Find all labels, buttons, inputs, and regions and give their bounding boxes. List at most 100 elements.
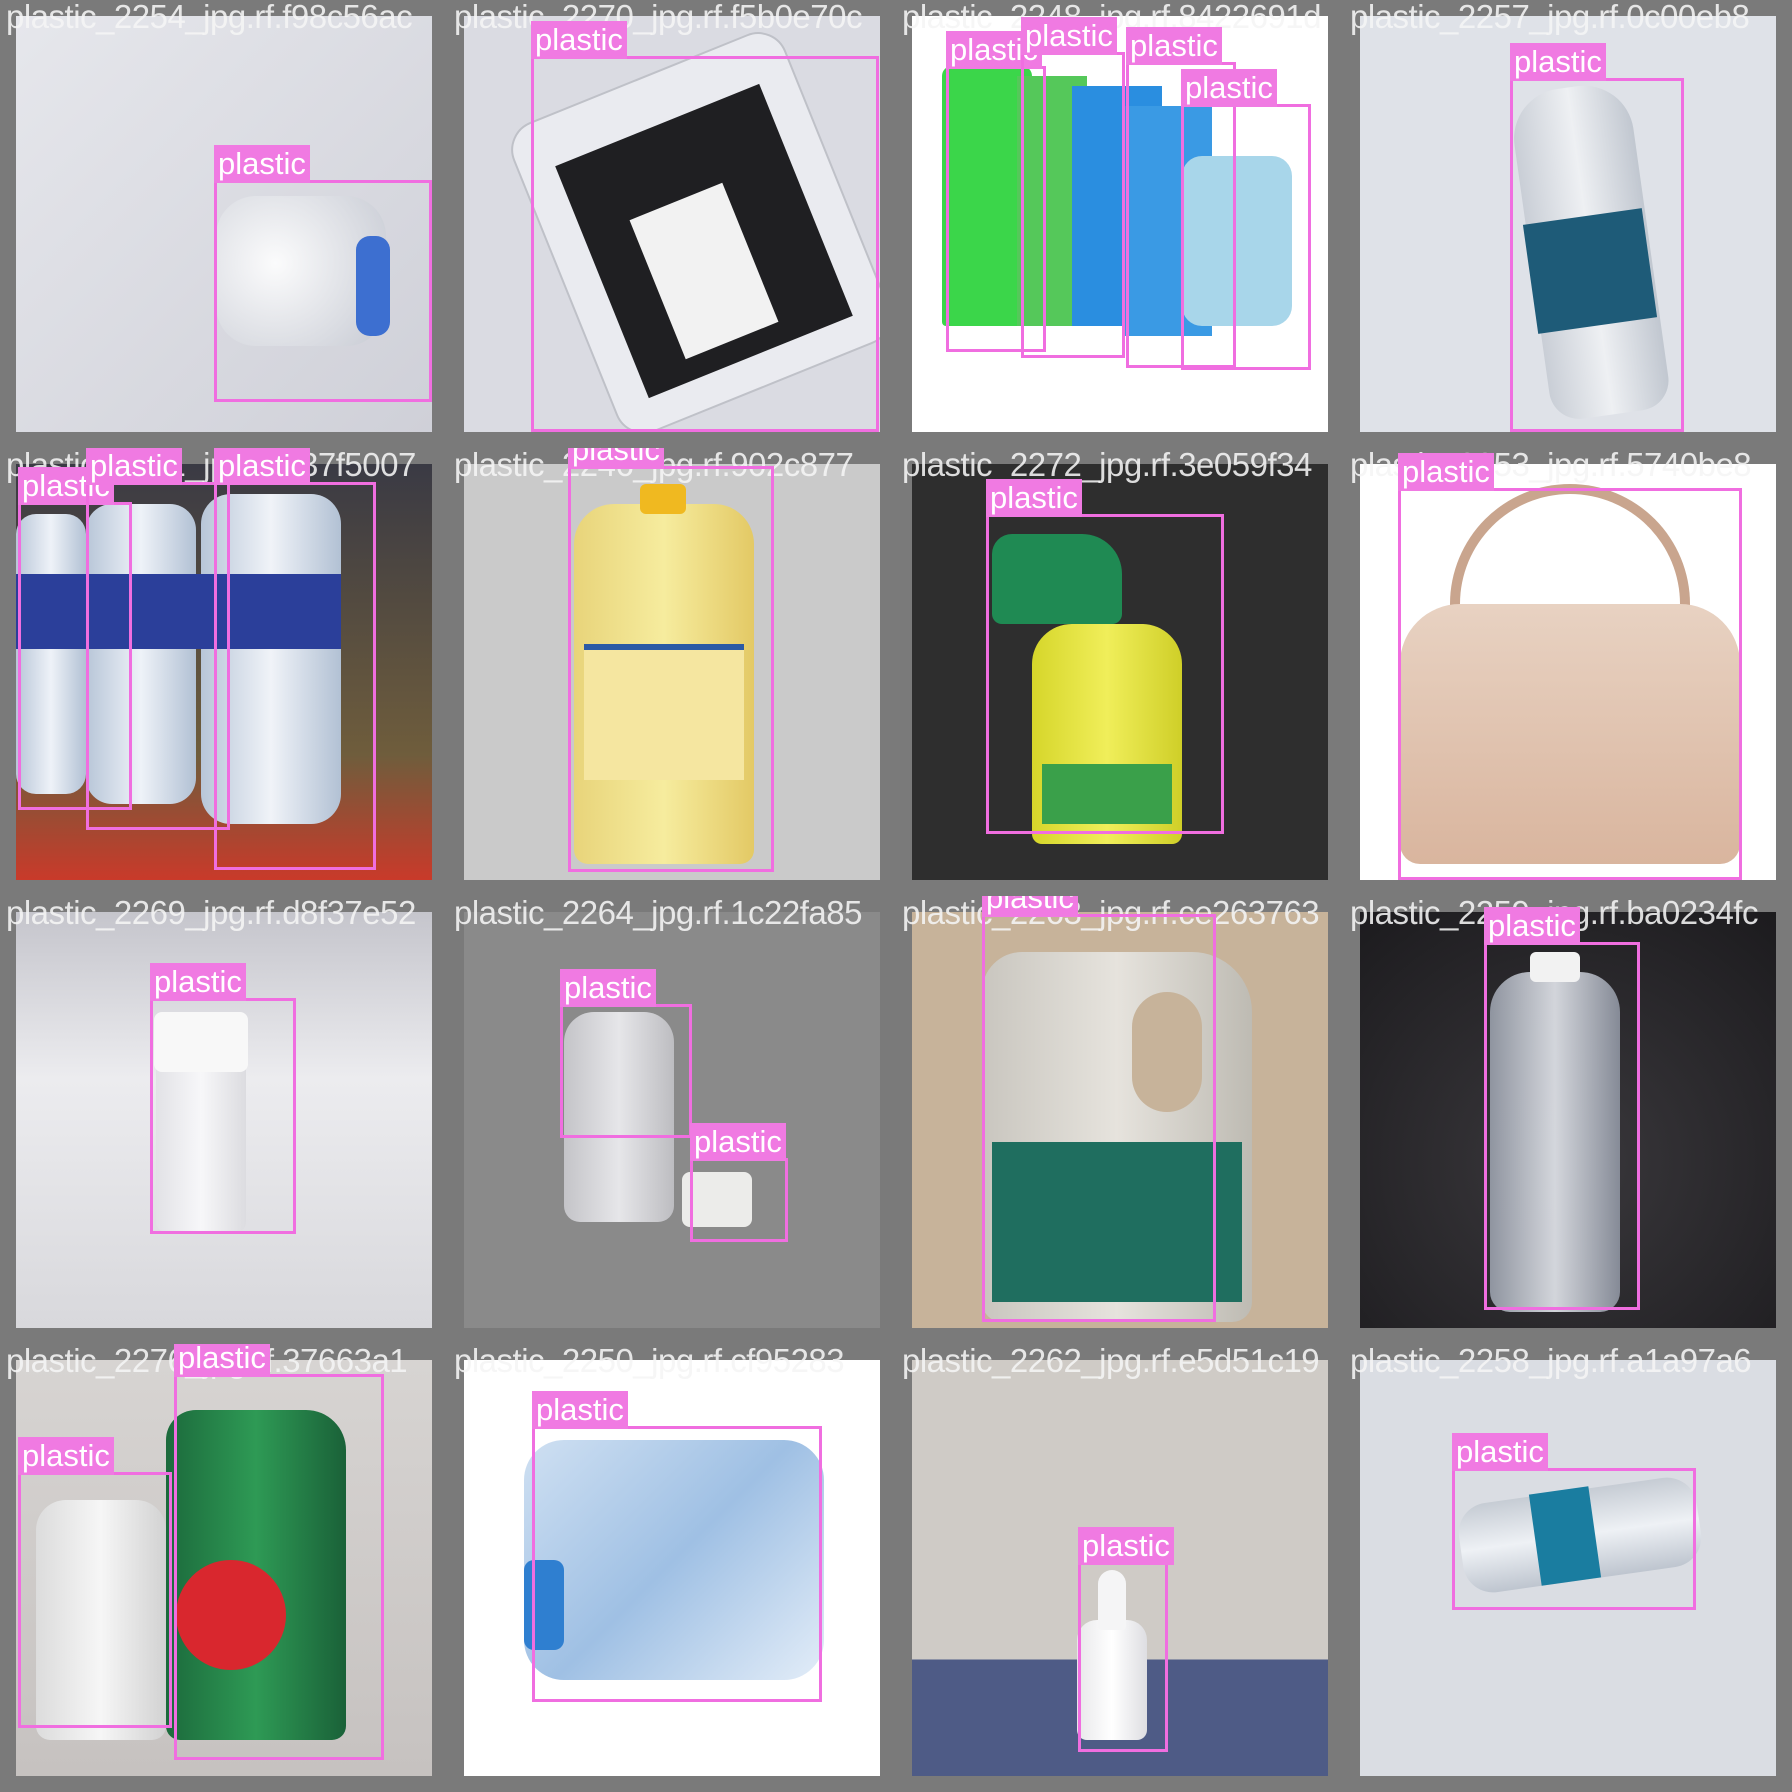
image-filename: plastic_2263_jpg.rf.ce263763 xyxy=(902,896,1320,931)
mosaic-tile-2: plastic_2270_jpg.rf.f5b0e70c plastic xyxy=(448,0,896,448)
mosaic-tile-9: plastic_2269_jpg.rf.d8f37e52 plastic xyxy=(0,896,448,1344)
green-label xyxy=(992,1142,1242,1302)
dropper-tip xyxy=(1098,1570,1126,1630)
mosaic-tile-4: plastic_2257_jpg.rf.0c00eb8 plastic xyxy=(1344,0,1792,448)
clear-bottle xyxy=(1490,972,1620,1312)
photo-13 xyxy=(16,1360,432,1776)
class-label: plastic xyxy=(531,21,627,59)
mosaic-tile-13: plastic_2276_jpg.rf.37663a1 plastic plas… xyxy=(0,1344,448,1792)
image-filename: plastic_2269_jpg.rf.d8f37e52 xyxy=(6,896,416,931)
mosaic-tile-12: plastic_2259_jpg.rf.ba0234fc plastic xyxy=(1344,896,1792,1344)
detection-box: plastic xyxy=(86,448,230,830)
detection-box: plastic xyxy=(986,479,1224,834)
class-label: plastic xyxy=(86,448,182,485)
class-label: plastic xyxy=(1510,43,1606,81)
class-label: plastic xyxy=(214,145,310,183)
detection-box: plastic xyxy=(568,448,774,872)
tan-plastic-bag xyxy=(1400,604,1740,864)
image-filename: plastic_2254_jpg.rf.f98c56ac xyxy=(6,0,413,35)
water-bottle-2 xyxy=(86,504,196,804)
class-label: plastic xyxy=(1181,69,1277,107)
image-filename: plastic_2257_jpg.rf.0c00eb8 xyxy=(1350,0,1750,35)
class-label: plastic xyxy=(532,1391,628,1429)
class-label: plastic xyxy=(1484,907,1580,945)
water-bottle-3 xyxy=(201,494,341,824)
mosaic-tile-6: plastic_2246_jpg.rf.902c877 plastic xyxy=(448,448,896,896)
mosaic-tile-15: plastic_2262_jpg.rf.e5d51c19 plastic xyxy=(896,1344,1344,1792)
screw-cap xyxy=(682,1172,752,1227)
class-label: plastic xyxy=(18,1437,114,1475)
spray-bottle xyxy=(36,1500,166,1740)
class-label: plastic xyxy=(690,1123,786,1161)
photo-16 xyxy=(1360,1360,1776,1776)
jug-label xyxy=(584,644,744,780)
detection-box: plastic xyxy=(532,1391,822,1702)
detection-box: plastic xyxy=(214,448,376,870)
detection-box: plastic xyxy=(1398,453,1742,880)
spray-trigger xyxy=(992,534,1122,624)
photo-11 xyxy=(912,912,1328,1328)
photo-3 xyxy=(912,16,1328,432)
mosaic-tile-14: plastic_2250_jpg.rf.cf95283 plastic xyxy=(448,1344,896,1792)
photo-12 xyxy=(1360,912,1776,1328)
bottle-cap xyxy=(1530,952,1580,982)
photo-1 xyxy=(16,16,432,432)
detection-box: plastic xyxy=(150,963,296,1234)
photo-4 xyxy=(1360,16,1776,432)
blue-bottle-neck xyxy=(524,1560,564,1650)
image-filename: plastic_2264_jpg.rf.1c22fa85 xyxy=(454,896,862,931)
detection-box: plastic xyxy=(531,21,879,432)
detection-box: plastic xyxy=(1078,1527,1174,1752)
spray-label xyxy=(1042,764,1172,824)
detection-box: plastic xyxy=(1181,69,1311,370)
bottle-labels xyxy=(16,574,341,649)
mosaic-tile-11: plastic_2263_jpg.rf.ce263763 plastic xyxy=(896,896,1344,1344)
photo-7 xyxy=(912,464,1328,880)
detection-box: plastic xyxy=(982,896,1216,1322)
mosaic-tile-5: plastic_2261_jpg.rf.d37f5007 plastic pla… xyxy=(0,448,448,896)
bottle-cap xyxy=(154,1012,248,1072)
class-label: plastic xyxy=(214,448,310,485)
image-filename: plastic_2262_jpg.rf.e5d51c19 xyxy=(902,1344,1320,1379)
class-label: plastic xyxy=(986,479,1082,517)
jug-handle-hole xyxy=(1132,992,1202,1112)
class-label: plastic xyxy=(174,1344,270,1377)
photo-10 xyxy=(464,912,880,1328)
detection-box: plastic xyxy=(174,1344,384,1760)
detection-box: plastic xyxy=(1484,907,1640,1310)
class-label: plastic xyxy=(568,448,664,469)
mosaic-tile-7: plastic_2272_jpg.rf.3e059f34 plastic xyxy=(896,448,1344,896)
class-label: plastic xyxy=(1126,27,1222,65)
image-filename: plastic_2270_jpg.rf.f5b0e70c xyxy=(454,0,862,35)
mosaic-tile-10: plastic_2264_jpg.rf.1c22fa85 plastic pla… xyxy=(448,896,896,1344)
detection-box: plastic xyxy=(1021,17,1125,358)
mosaic-tile-3: plastic_2248_jpg.rf.8422691d plastic pla… xyxy=(896,0,1344,448)
detection-box: plastic xyxy=(690,1123,788,1242)
class-label: plastic xyxy=(560,969,656,1007)
image-filename: plastic_2250_jpg.rf.cf95283 xyxy=(454,1344,845,1379)
class-label: plastic xyxy=(1021,17,1117,55)
mosaic-tile-1: plastic_2254_jpg.rf.f98c56ac plastic xyxy=(0,0,448,448)
mosaic-tile-16: plastic_2258_jpg.rf.a1a97a6 plastic xyxy=(1344,1344,1792,1792)
crushed-clear-bottle xyxy=(524,1440,824,1680)
detection-box: plastic xyxy=(18,1437,172,1728)
photo-15 xyxy=(912,1360,1328,1776)
image-filename: plastic_2272_jpg.rf.3e059f34 xyxy=(902,448,1312,483)
class-label: plastic xyxy=(1452,1433,1548,1471)
photo-5 xyxy=(16,464,432,880)
cascade-label xyxy=(176,1560,286,1670)
photo-6 xyxy=(464,464,880,880)
detection-box: plastic xyxy=(214,145,432,402)
jug-cap xyxy=(640,484,686,514)
blue-cap xyxy=(356,236,390,336)
mosaic-tile-8: plastic_2253_jpg.rf.5740be8 plastic xyxy=(1344,448,1792,896)
clear-bottle xyxy=(564,1012,674,1222)
light-blue-bag xyxy=(1182,156,1292,326)
class-label: plastic xyxy=(1398,453,1494,491)
detection-box: plastic xyxy=(560,969,692,1138)
detection-box: plastic xyxy=(1510,43,1684,432)
photo-8 xyxy=(1360,464,1776,880)
detection-box: plastic xyxy=(1452,1433,1696,1610)
water-bottle-1 xyxy=(16,514,86,794)
class-label: plastic xyxy=(982,896,1078,917)
